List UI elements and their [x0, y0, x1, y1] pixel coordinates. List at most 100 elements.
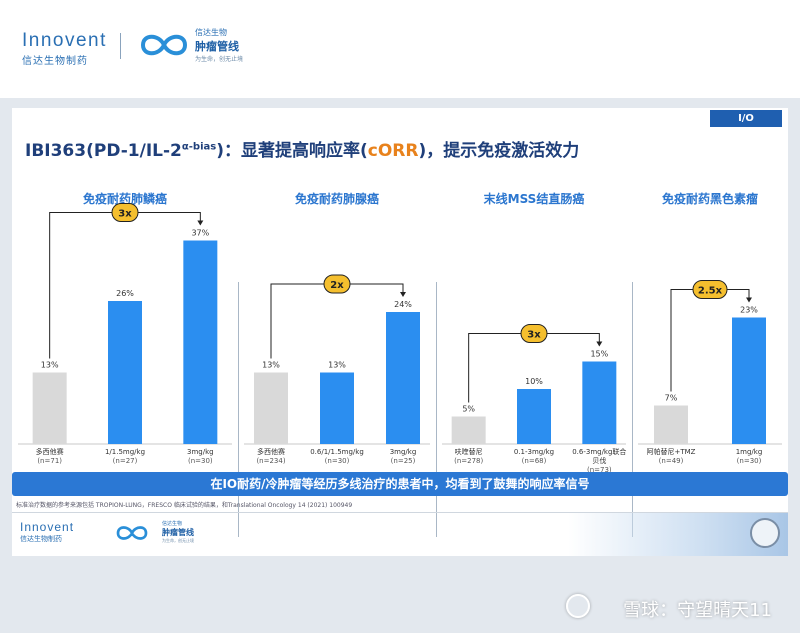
arrow-head-icon — [746, 297, 752, 303]
panel-separator — [632, 282, 633, 537]
bar-value-label: 10% — [525, 377, 543, 386]
oncology-brand-name: 肿瘤管线 — [195, 40, 239, 53]
oncology-brand-top: 信达生物 — [195, 28, 227, 37]
category-n-label: (n=30) — [188, 457, 213, 465]
chart-panel: 末线MSS结直肠癌 5% 呋喹替尼 (n=278) 10% 0.1-3mg/kg (n=68… — [436, 178, 632, 537]
chart-title: 免疫耐药肺鳞癌 — [82, 192, 167, 206]
arrow-head-icon — [400, 292, 406, 297]
footer-innovent-chinese-name: 信达生物制药 — [20, 535, 62, 543]
bar-value-label: 13% — [262, 361, 280, 370]
footer-oncology-top: 信达生物 — [162, 521, 183, 527]
slide-headline: IBI363(PD-1/IL-2α-bias)：显著提高响应率(cORR)，提示… — [25, 136, 579, 161]
fold-change-badge — [692, 280, 728, 299]
bar-chart-svg: 13% 多西他赛(n=71) 26% 1/1.5mg/kg(n=27) 37% 3mg/k… — [18, 203, 232, 465]
footer-divider — [12, 512, 788, 513]
category-n-label: (n=278) — [454, 457, 483, 465]
bar-value-label: 13% — [328, 361, 346, 370]
headline-part-2: )：显著提高响应率( — [216, 141, 368, 161]
bar — [451, 416, 486, 444]
xueqiu-icon — [566, 594, 590, 618]
arrow-head-icon — [197, 220, 204, 226]
category-n-label: (n=30) — [737, 457, 762, 465]
data-source-footnote: 标准治疗数据的参考来源包括 TROPION-LUNG，FRESCO 临床试验的结… — [16, 502, 353, 509]
footer-innovent-logo: Innovent — [20, 520, 75, 534]
category-n-label: (n=234) — [256, 457, 285, 465]
chart-title: 免疫耐药黑色素瘤 — [661, 192, 758, 206]
category-n-label: (n=71) — [37, 457, 62, 465]
fold-change-badge — [323, 274, 351, 294]
bar — [517, 389, 551, 444]
fold-change-badge — [520, 324, 548, 343]
category-n-label: (n=25) — [391, 457, 416, 465]
summary-banner: 在IO耐药/冷肿瘤等经历多线治疗的患者中，均看到了鼓舞的响应率信号 — [12, 472, 788, 496]
chart-panel: 免疫耐药肺腺癌 13% 多西他赛 (n=234) 13% 0.6/1/1.5mg/kg (n… — [238, 178, 436, 537]
category-label: 多西他赛 — [36, 447, 64, 456]
category-label: 0.1-3mg/kg — [514, 448, 554, 456]
bar — [386, 312, 420, 444]
bar — [732, 317, 766, 444]
category-label: 0.6-3mg/kg联合 — [572, 447, 626, 456]
headline-superscript: α-bias — [181, 141, 217, 153]
innovent-logo: Innovent — [22, 30, 107, 51]
footer-seal-icon — [750, 518, 780, 548]
category-n-label: (n=49) — [659, 457, 684, 465]
category-n-label: (n=30) — [325, 457, 350, 465]
headline-part-3: )，提示免疫激活效力 — [418, 141, 580, 161]
panel-separator — [238, 282, 239, 537]
bar — [108, 301, 142, 444]
watermark-text: 雪球：守望晴天11 — [623, 600, 772, 621]
footer-oncology-name: 肿瘤管线 — [162, 528, 194, 537]
io-tag: I/O — [710, 110, 782, 127]
infinity-logo-icon — [140, 34, 188, 56]
chart-panel: 免疫耐药黑色素瘤 7% 阿帕替尼+TMZ (n=49) 23% 1mg/kg (n=30) 2… — [632, 178, 788, 537]
brand-divider — [120, 33, 121, 59]
bar-value-label: 24% — [394, 300, 412, 309]
bar-value-label: 7% — [665, 394, 678, 403]
headline-part-1: IBI363(PD-1/IL-2 — [25, 141, 182, 161]
chart-panel: 免疫耐药肺鳞癌 13% 多西他赛 (n=71) 26% 1/1.5mg/kg (n=27) 3… — [12, 178, 238, 468]
chart-title: 末线MSS结直肠癌 — [483, 192, 585, 206]
category-n-label: (n=68) — [522, 457, 547, 465]
category-label: 阿帕替尼+TMZ — [647, 447, 696, 456]
category-label: 3mg/kg — [187, 448, 214, 456]
slide: I/O IBI363(PD-1/IL-2α-bias)：显著提高响应率(cORR… — [12, 108, 788, 556]
category-label: 0.6/1/1.5mg/kg — [310, 448, 364, 456]
bar — [32, 372, 67, 444]
comparison-bracket — [270, 283, 404, 359]
fold-change-badge — [111, 203, 139, 222]
chart-title: 免疫耐药肺腺癌 — [294, 192, 379, 206]
innovent-chinese-name: 信达生物制药 — [22, 56, 88, 67]
category-n-label: (n=73) — [587, 466, 612, 474]
bar — [582, 361, 617, 444]
bar — [320, 372, 354, 444]
bar-chart-svg: 5% 呋喹替尼(n=278) 10% 0.1-3mg/kg(n=68) 15% 0.6-3… — [442, 324, 626, 474]
category-label: 1/1.5mg/kg — [105, 448, 145, 456]
bar — [654, 405, 688, 444]
fold-change-label: 2x — [330, 280, 344, 291]
footer-infinity-logo-icon — [116, 526, 148, 540]
bar-value-label: 5% — [462, 405, 475, 414]
category-label-line2: 贝伐 — [592, 456, 606, 465]
category-label: 多西他赛 — [257, 447, 285, 456]
fold-change-label: 3x — [527, 330, 541, 341]
bar — [254, 372, 288, 444]
bar-value-label: 15% — [590, 350, 608, 359]
bar — [183, 240, 218, 444]
panel-separator — [436, 282, 437, 537]
headline-corr: cORR — [367, 141, 419, 161]
fold-change-label: 3x — [118, 209, 132, 220]
category-label: 1mg/kg — [736, 448, 763, 456]
bar-value-label: 13% — [41, 361, 59, 370]
footer-oncology-slogan: 为生命，创无止境 — [162, 538, 194, 543]
category-n-label: (n=27) — [113, 457, 138, 465]
fold-change-label: 2.5x — [698, 286, 723, 297]
arrow-head-icon — [596, 341, 603, 347]
oncology-slogan: 为生命，创无止境 — [195, 56, 244, 63]
bar-chart-svg: 7% 阿帕替尼+TMZ(n=49) 23% 1mg/kg(n=30) 2.5x — [638, 280, 782, 465]
top-header-bar: Innovent 信达生物制药 信达生物 肿瘤管线 为生命，创无止境 — [0, 0, 800, 98]
category-label: 呋喹替尼 — [455, 447, 483, 456]
category-label: 3mg/kg — [390, 448, 417, 456]
bar-value-label: 23% — [740, 306, 758, 315]
bar-chart-svg: 13% 多西他赛(n=234) 13% 0.6/1/1.5mg/kg(n=30) 24%… — [244, 274, 430, 465]
bar-value-label: 37% — [191, 229, 209, 238]
